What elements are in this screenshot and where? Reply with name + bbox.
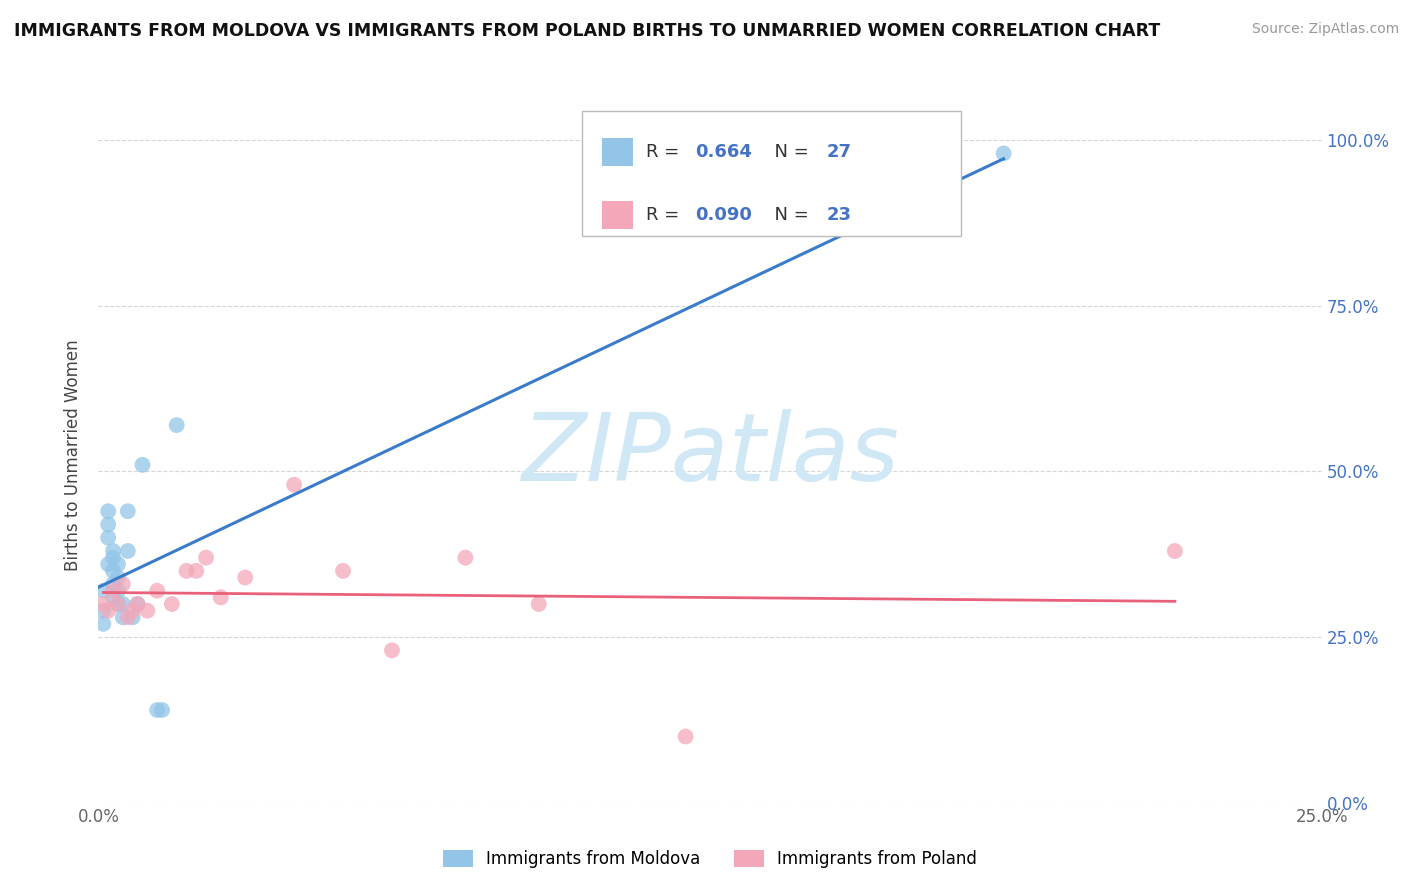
Point (176, 564, 198, 578)
Point (101, 544, 124, 558)
FancyBboxPatch shape (602, 138, 633, 166)
Legend: Immigrants from Moldova, Immigrants from Poland: Immigrants from Moldova, Immigrants from… (436, 843, 984, 874)
Point (111, 577, 134, 591)
Point (121, 604, 143, 618)
Point (146, 703, 169, 717)
Point (101, 577, 124, 591)
Point (186, 564, 208, 578)
Point (97, 604, 120, 618)
Point (195, 550, 218, 565)
Point (136, 604, 159, 618)
Point (160, 597, 183, 611)
Point (97, 517, 120, 532)
Point (166, 418, 188, 433)
Point (381, 643, 404, 657)
Point (332, 564, 354, 578)
Point (1164, 544, 1187, 558)
Point (91, 583, 114, 598)
Text: ZIPatlas: ZIPatlas (522, 409, 898, 500)
Point (107, 583, 129, 598)
Point (107, 570, 129, 584)
Point (101, 550, 124, 565)
FancyBboxPatch shape (582, 111, 960, 235)
Text: Source: ZipAtlas.com: Source: ZipAtlas.com (1251, 22, 1399, 37)
Text: R =: R = (647, 144, 685, 161)
Point (146, 583, 169, 598)
Point (675, 730, 697, 744)
Point (101, 583, 124, 598)
Point (91, 616, 114, 631)
Point (101, 564, 124, 578)
Text: N =: N = (762, 144, 814, 161)
FancyBboxPatch shape (602, 201, 633, 229)
Text: 23: 23 (827, 206, 851, 224)
Text: N =: N = (762, 206, 814, 224)
Point (127, 597, 149, 611)
Point (233, 570, 256, 584)
Point (283, 477, 305, 491)
Text: 27: 27 (827, 144, 851, 161)
Point (91, 604, 114, 618)
Point (454, 550, 477, 565)
Point (209, 591, 232, 605)
Text: 0.664: 0.664 (696, 144, 752, 161)
Point (107, 558, 129, 572)
Point (97, 531, 120, 545)
Point (117, 610, 139, 624)
Point (121, 610, 143, 624)
Point (111, 597, 134, 611)
Point (107, 597, 129, 611)
Text: 0.090: 0.090 (696, 206, 752, 224)
Y-axis label: Births to Unmarried Women: Births to Unmarried Women (65, 339, 83, 571)
Point (111, 610, 134, 624)
Text: R =: R = (647, 206, 685, 224)
Point (117, 504, 139, 518)
Point (97, 558, 120, 572)
Point (107, 597, 129, 611)
Point (150, 703, 173, 717)
Point (101, 591, 124, 605)
Point (127, 597, 149, 611)
Point (117, 544, 139, 558)
Text: IMMIGRANTS FROM MOLDOVA VS IMMIGRANTS FROM POLAND BIRTHS TO UNMARRIED WOMEN CORR: IMMIGRANTS FROM MOLDOVA VS IMMIGRANTS FR… (14, 22, 1160, 40)
Point (131, 458, 153, 472)
Point (91, 597, 114, 611)
Point (993, 146, 1015, 161)
Point (97, 504, 120, 518)
Point (527, 597, 550, 611)
